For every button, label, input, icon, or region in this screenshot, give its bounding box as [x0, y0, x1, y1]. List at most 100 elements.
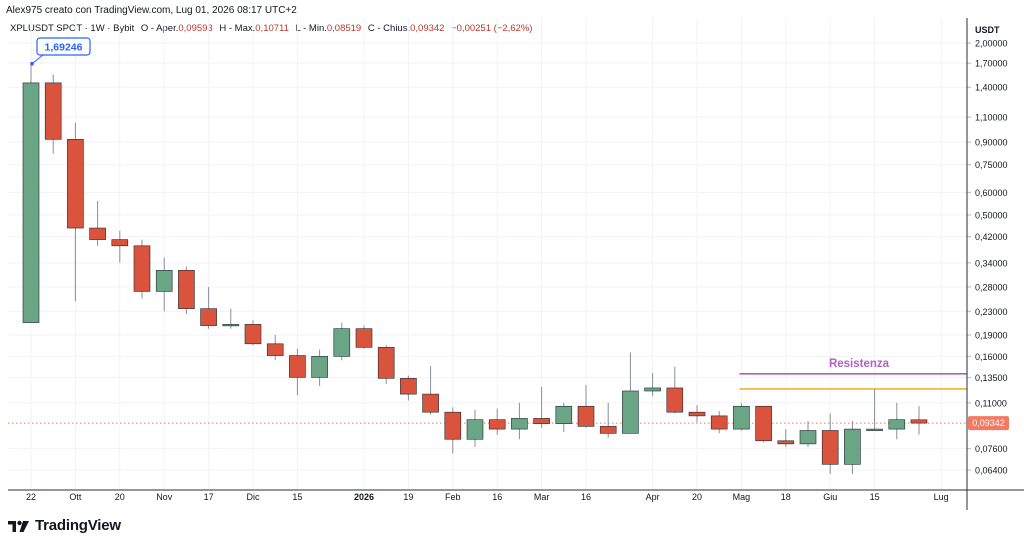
candle-body	[733, 405, 750, 430]
x-tick-label: Nov	[156, 492, 173, 502]
last-price-tag: 0,09342	[968, 416, 1009, 431]
candle-body	[133, 245, 151, 292]
high-value: 0,10711	[255, 23, 289, 34]
candle-up	[555, 402, 573, 432]
candle-body	[422, 393, 439, 413]
candle-down	[355, 325, 373, 349]
x-tick-label: 16	[581, 492, 591, 502]
candle-up	[622, 352, 639, 434]
candle-up	[155, 257, 173, 312]
candle-down	[266, 335, 284, 361]
candle-body	[866, 428, 883, 431]
tradingview-logo: TradingView	[8, 517, 121, 534]
candle-body	[844, 428, 861, 465]
candle-body	[622, 390, 639, 434]
candle-body	[178, 270, 195, 309]
candle-body	[266, 343, 284, 356]
horizontal-lines	[8, 372, 967, 424]
candle-down	[244, 320, 262, 346]
y-tick-label: 0,07600	[975, 444, 1008, 454]
candle-up	[888, 402, 906, 440]
candle-body	[755, 405, 772, 442]
candle-down	[666, 366, 684, 414]
candle-body	[200, 308, 217, 326]
candle-up	[466, 409, 484, 448]
peak-callout-pointer	[31, 54, 44, 65]
y-tick-label: 0,42000	[975, 232, 1008, 242]
y-tick-label: 0,50000	[975, 210, 1008, 220]
candle-body	[244, 324, 262, 345]
candle-down	[444, 407, 462, 454]
candle-body	[333, 328, 351, 357]
candle-body	[666, 387, 684, 413]
candle-down	[111, 230, 129, 263]
x-tick-label: Dic	[247, 492, 260, 502]
axes: 2,00000 1,70000 1,40000 1,10000 0,90000 0,750…	[8, 18, 1024, 510]
tradingview-brand: TradingView	[35, 517, 121, 534]
candle-down	[821, 413, 839, 474]
candle-body	[67, 139, 84, 229]
y-tick-label: 0,90000	[975, 138, 1008, 148]
candle-down	[133, 239, 151, 299]
candle-down	[577, 384, 595, 428]
open-value: 0,09593	[178, 23, 213, 34]
candle-down	[488, 408, 506, 435]
candle-up	[22, 63, 40, 323]
x-tick-label: 16	[492, 492, 502, 502]
x-tick-label: Ott	[69, 492, 82, 502]
candle-up	[844, 420, 861, 474]
candle-up	[222, 308, 240, 329]
x-tick-label: 20	[692, 492, 702, 502]
candle-body	[444, 411, 462, 440]
close-key: C - Chius.	[367, 23, 411, 34]
candle-body	[355, 328, 373, 348]
x-tick-label: 2026	[354, 492, 374, 502]
candle-up	[799, 420, 817, 448]
tradingview-logo-icon	[8, 520, 29, 532]
candle-body	[111, 239, 129, 247]
candles	[22, 63, 928, 474]
x-tick-label: 15	[870, 492, 880, 502]
y-tick-label: 0,06400	[975, 466, 1008, 476]
low-key: L - Min.	[295, 23, 327, 34]
y-tick-label: 0,23000	[975, 307, 1008, 317]
y-tick-label: 0,13500	[975, 373, 1008, 383]
candle-down	[89, 200, 106, 246]
y-tick-label: 0,19000	[975, 331, 1008, 341]
candle-body	[888, 419, 906, 430]
candle-up	[644, 372, 661, 397]
peak-point	[30, 61, 34, 66]
y-tick-label: 0,11000	[975, 398, 1007, 408]
candle-body	[599, 426, 617, 434]
candle-down	[289, 348, 306, 396]
y-tick-label: 1,40000	[975, 83, 1008, 93]
candle-body	[377, 347, 395, 379]
candle-down	[422, 366, 439, 415]
chart-credit: Alex975 creato con TradingView.com, Lug …	[6, 5, 297, 16]
candle-down	[910, 406, 928, 435]
candle-body	[311, 356, 328, 378]
peak-callout-label: 1,69246	[45, 42, 83, 54]
x-tick-label: Giu	[823, 492, 837, 502]
x-tick-label: 19	[403, 492, 413, 502]
candle-body	[155, 270, 173, 292]
candle-body	[710, 415, 728, 430]
candle-body	[488, 419, 506, 430]
peak-callout: 1,69246	[30, 37, 91, 66]
x-tick-label: 18	[781, 492, 791, 502]
candle-down	[710, 410, 728, 434]
candle-up	[311, 349, 328, 386]
candle-body	[466, 419, 484, 440]
x-tick-label: 15	[292, 492, 302, 502]
change-value: −0,00251 (−2,62%)	[451, 23, 533, 34]
candle-body	[89, 227, 106, 240]
candle-down	[533, 386, 550, 428]
x-tick-label: Lug	[934, 492, 949, 502]
candle-up	[733, 402, 750, 431]
candle-body	[289, 355, 306, 378]
candle-body	[644, 387, 661, 392]
candle-body	[910, 419, 928, 424]
candlestick-chart[interactable]: 2,00000 1,70000 1,40000 1,10000 0,90000 0,750…	[0, 0, 1024, 510]
candle-down	[688, 405, 706, 423]
peak-callout-box	[36, 37, 91, 56]
